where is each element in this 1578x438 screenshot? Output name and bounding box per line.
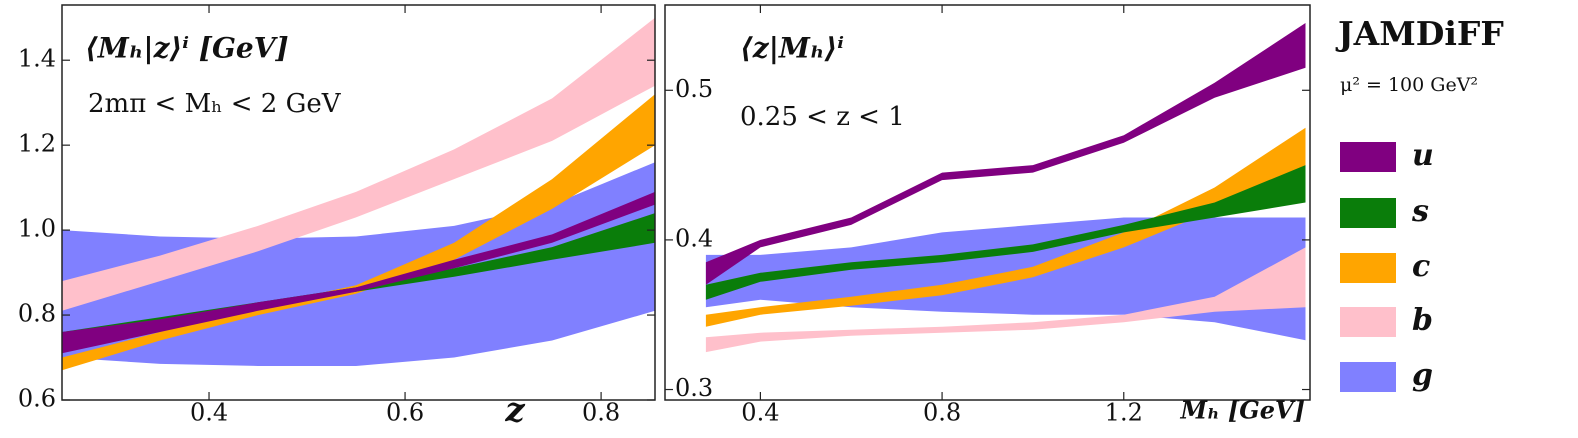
- panel-subtitle: 2mπ < Mₕ < 2 GeV: [88, 89, 342, 119]
- band: [62, 17, 655, 311]
- y-tick-label: 0.6: [18, 385, 56, 413]
- band: [705, 23, 1306, 285]
- panel-title: ⟨z|Mₕ⟩ⁱ: [740, 32, 844, 65]
- y-tick-label: 1.2: [18, 130, 56, 158]
- plot-frame: [664, 4, 1311, 401]
- band: [62, 191, 655, 354]
- x-tick-label: 0.4: [741, 399, 779, 427]
- legend-swatch: [1340, 253, 1396, 283]
- panel-title: ⟨Mₕ|z⟩ⁱ [GeV]: [85, 32, 289, 65]
- y-tick-label: 0.3: [675, 374, 713, 402]
- legend-label: s: [1411, 194, 1429, 229]
- legend-label: c: [1412, 249, 1430, 284]
- y-tick-label: 0.5: [675, 75, 713, 103]
- x-tick-label: 0.6: [386, 399, 424, 427]
- band: [62, 94, 655, 371]
- y-tick-label: 1.0: [18, 215, 56, 243]
- x-tick-label: 0.8: [582, 399, 620, 427]
- y-tick-label: 0.4: [675, 224, 713, 252]
- x-axis-label: Mₕ [GeV]: [1179, 396, 1305, 425]
- y-tick-label: 0.8: [18, 300, 56, 328]
- legend-swatch: [1340, 198, 1396, 228]
- legend-subtitle: μ² = 100 GeV²: [1340, 74, 1478, 96]
- x-tick-label: 0.8: [923, 399, 961, 427]
- legend-label: b: [1412, 303, 1433, 338]
- legend-swatch: [1340, 142, 1396, 172]
- x-tick-label: 0.4: [190, 399, 228, 427]
- plot-frame: [61, 4, 656, 401]
- y-tick-label: 1.4: [18, 45, 56, 73]
- band: [705, 127, 1306, 327]
- legend-label: u: [1412, 138, 1434, 173]
- panel-subtitle: 0.25 < z < 1: [740, 102, 905, 132]
- x-axis-label: z: [504, 390, 525, 430]
- legend-swatch: [1340, 362, 1396, 392]
- legend-title: JAMDiFF: [1335, 14, 1504, 53]
- x-tick-label: 1.2: [1105, 399, 1143, 427]
- legend-swatch: [1340, 307, 1396, 337]
- legend-label: g: [1412, 358, 1433, 393]
- band: [705, 165, 1306, 300]
